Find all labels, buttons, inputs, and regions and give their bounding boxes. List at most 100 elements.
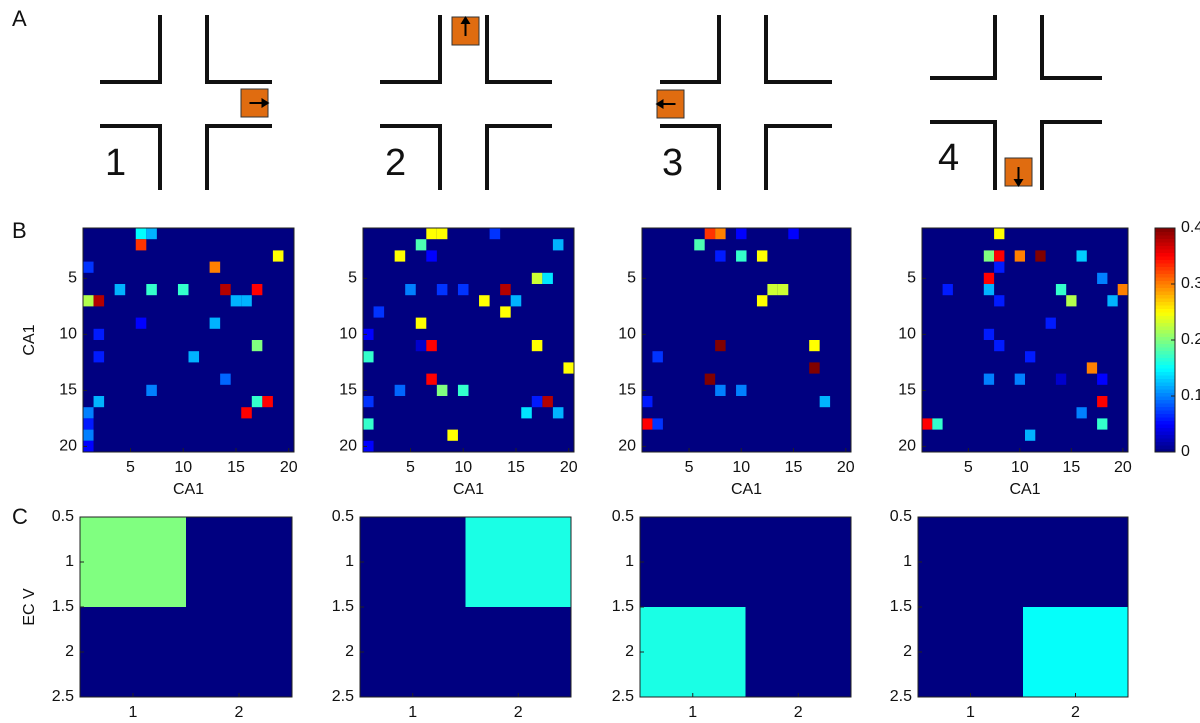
heatmap-cell [186,607,292,697]
colorbar-step [1155,414,1175,418]
heatmap-cell [210,262,221,273]
heatmap-cell [83,407,94,418]
x-tick-label: 2 [235,704,244,721]
colorbar-step [1155,389,1175,393]
colorbar-step [1155,270,1175,274]
colorbar-step [1155,330,1175,334]
y-tick-label: 1 [65,553,74,570]
x-tick-label: 2 [1071,704,1080,721]
colorbar-tick-label: 0 [1181,443,1190,460]
colorbar-step [1155,368,1175,372]
y-tick-label: 5 [907,270,916,287]
heatmap-cell [984,273,994,284]
colorbar-step [1155,386,1175,390]
y-tick-label: 2.5 [612,688,634,705]
heatmap-cell [83,262,94,273]
colorbar-step [1155,284,1175,288]
y-tick-label: 10 [339,326,357,343]
colorbar-step [1155,249,1175,253]
x-tick-label: 15 [507,459,525,476]
x-tick-label: 20 [837,459,855,476]
heatmap-cell [220,284,231,295]
heatmap-cell [809,362,819,373]
heatmap-cell [1077,407,1087,418]
heatmap-cell [374,306,385,317]
heatmap-cell [652,351,662,362]
colorbar-step [1155,421,1175,425]
heatmap-cell [1023,607,1128,697]
heatmap-cell [178,284,189,295]
panel-label: B [12,218,27,243]
heatmap-cell [80,517,186,607]
heatmap-cell [241,407,252,418]
y-tick-label: 2 [65,643,74,660]
heatmap-cell [94,396,105,407]
heatmap-cell [640,517,746,607]
colorbar-step [1155,382,1175,386]
x-tick-label: 15 [1062,459,1080,476]
y-tick-label: 20 [898,438,916,455]
x-tick-label: 15 [785,459,803,476]
heatmap-cell [746,607,852,697]
heatmap-cell [922,418,932,429]
heatmap-cell [1015,374,1025,385]
heatmap-cell [705,228,715,239]
y-tick-label: 15 [59,382,77,399]
colorbar-step [1155,396,1175,400]
heatmap-cell [778,284,788,295]
y-tick-label: 2 [625,643,634,660]
colorbar-step [1155,372,1175,376]
heatmap-cell [252,340,263,351]
colorbar-step [1155,361,1175,365]
colorbar-step [1155,239,1175,243]
colorbar-tick-label: 0.3 [1181,275,1200,292]
y-tick-label: 20 [59,438,77,455]
heatmap-cell [918,607,1023,697]
heatmap-cell [426,250,437,261]
heatmap-cell [652,418,662,429]
colorbar-step [1155,305,1175,309]
heatmap-cell [94,351,105,362]
heatmap-cell [360,517,466,607]
heatmap-cell [252,284,263,295]
heatmap-cell [83,418,94,429]
colorbar-step [1155,302,1175,306]
colorbar-step [1155,358,1175,362]
heatmap-cell [466,517,572,607]
x-tick-label: 10 [174,459,192,476]
colorbar-step [1155,298,1175,302]
heatmap-cell [532,340,543,351]
y-tick-label: 2 [345,643,354,660]
colorbar-step [1155,242,1175,246]
heatmap-cell [1087,362,1097,373]
colorbar-step [1155,410,1175,414]
heatmap-cell [136,318,147,329]
heatmap-cell [746,517,852,607]
heatmap-cell [252,396,263,407]
heatmap-cell [241,295,252,306]
heatmap-cell [80,607,186,697]
y-tick-label: 2 [903,643,912,660]
heatmap-cell [932,418,942,429]
heatmap-cell [83,295,94,306]
heatmap-cell [1025,430,1035,441]
heatmap-cell [479,295,490,306]
heatmap-cell [694,239,704,250]
heatmap-cell [984,374,994,385]
heatmap-cell [146,385,157,396]
heatmap-cell [532,273,543,284]
heatmap-cell [94,329,105,340]
x-tick-label: 15 [227,459,245,476]
x-tick-label: 5 [126,459,135,476]
heatmap-cell [820,396,830,407]
heatmap-cell [186,517,292,607]
colorbar-step [1155,365,1175,369]
heatmap-cell [1118,284,1128,295]
x-tick-label: 5 [964,459,973,476]
heatmap-cell [715,250,725,261]
x-axis-label: CA1 [1009,481,1040,498]
colorbar-step [1155,260,1175,264]
heatmap-cell [943,284,953,295]
heatmap-cell [220,374,231,385]
colorbar-step [1155,347,1175,351]
